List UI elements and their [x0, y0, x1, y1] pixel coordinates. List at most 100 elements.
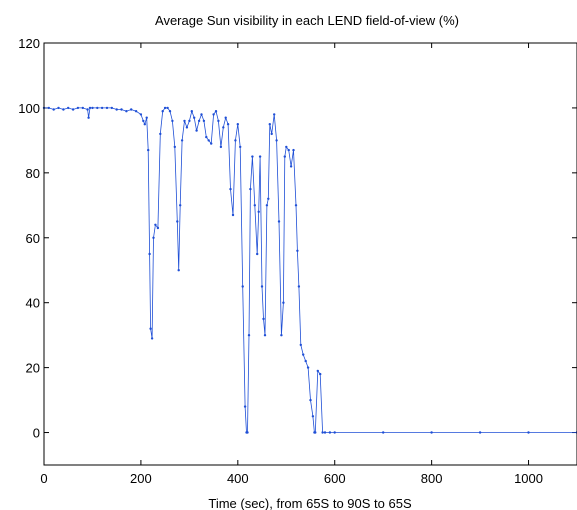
data-point: [478, 431, 482, 434]
data-point: [267, 197, 270, 200]
data-point: [150, 337, 154, 340]
data-point: [47, 106, 50, 110]
data-point: [219, 145, 223, 149]
data-point: [180, 139, 184, 142]
data-point: [321, 431, 324, 434]
data-point: [309, 398, 312, 402]
data-point: [130, 108, 133, 111]
data-point: [139, 113, 143, 116]
data-point: [142, 119, 145, 123]
data-point: [296, 249, 299, 252]
data-point: [289, 165, 293, 168]
data-point: [311, 415, 315, 418]
data-point: [76, 106, 80, 110]
data-point: [430, 431, 433, 434]
data-point: [87, 116, 90, 119]
data-point: [257, 210, 260, 213]
data-point: [154, 223, 157, 226]
data-point: [229, 187, 232, 191]
data-point: [81, 106, 85, 110]
data-point: [202, 119, 206, 123]
data-point: [120, 108, 123, 111]
data-point: [251, 155, 254, 158]
data-point: [302, 353, 305, 356]
data-point: [197, 119, 201, 123]
data-point: [156, 226, 160, 230]
data-point: [161, 110, 164, 113]
data-point: [200, 113, 203, 116]
data-point: [527, 431, 530, 434]
data-point: [319, 372, 322, 376]
data-point: [287, 148, 290, 152]
data-point: [193, 116, 196, 119]
data-point: [239, 145, 242, 149]
data-point: [283, 155, 286, 158]
data-point: [110, 106, 114, 110]
data-point: [260, 285, 264, 288]
y-tick-label: 60: [26, 231, 40, 246]
data-point: [243, 405, 247, 408]
data-point: [212, 113, 215, 116]
data-point: [173, 145, 176, 149]
data-point: [285, 145, 288, 149]
data-point: [224, 116, 227, 119]
data-point: [328, 431, 332, 434]
x-axis-label: Time (sec), from 65S to 90S to 65S: [208, 496, 412, 510]
x-tick-label: 600: [324, 471, 346, 486]
y-tick-label: 20: [26, 361, 40, 376]
data-point: [115, 108, 118, 111]
data-point: [247, 334, 251, 337]
data-point: [275, 139, 278, 142]
data-point: [297, 285, 301, 288]
data-point: [282, 301, 285, 304]
data-point: [152, 236, 155, 239]
data-point: [91, 106, 94, 110]
data-point: [176, 220, 179, 223]
data-point: [179, 204, 182, 207]
data-point: [323, 431, 327, 434]
data-point: [52, 108, 55, 111]
data-point: [185, 126, 189, 129]
data-point: [253, 204, 256, 207]
data-point: [67, 106, 70, 110]
data-point: [147, 148, 150, 152]
y-tick-label: 120: [18, 36, 40, 51]
data-point: [262, 317, 265, 321]
data-point: [258, 155, 262, 158]
data-point: [222, 126, 225, 129]
data-point: [177, 269, 180, 272]
data-point: [263, 334, 267, 337]
data-point: [145, 116, 148, 119]
data-point: [71, 108, 75, 111]
plot-frame: [43, 42, 577, 466]
series-line: [44, 107, 577, 433]
data-point: [195, 129, 198, 132]
data-point: [314, 431, 317, 434]
data-point: [205, 135, 208, 139]
data-point: [105, 106, 109, 110]
data-point: [210, 142, 213, 145]
data-point: [268, 123, 271, 126]
data-point: [246, 431, 249, 434]
data-point: [273, 113, 276, 116]
data-point: [265, 204, 269, 207]
data-point: [96, 106, 99, 110]
data-point: [277, 220, 281, 223]
data-point: [168, 110, 172, 113]
data-point: [236, 123, 239, 126]
data-point: [214, 110, 218, 113]
y-tick-label: 100: [18, 101, 40, 116]
y-tick-label: 40: [26, 296, 40, 311]
data-point: [316, 369, 319, 373]
data-point: [294, 204, 298, 207]
x-tick-label: 0: [40, 471, 47, 486]
y-tick-label: 80: [26, 166, 40, 181]
x-tick-label: 800: [421, 471, 443, 486]
data-point: [148, 252, 151, 256]
data-point: [234, 139, 237, 142]
data-point: [304, 359, 307, 363]
data-point: [166, 106, 169, 110]
data-point: [280, 334, 283, 337]
data-point: [86, 108, 89, 111]
data-point: [183, 119, 186, 123]
